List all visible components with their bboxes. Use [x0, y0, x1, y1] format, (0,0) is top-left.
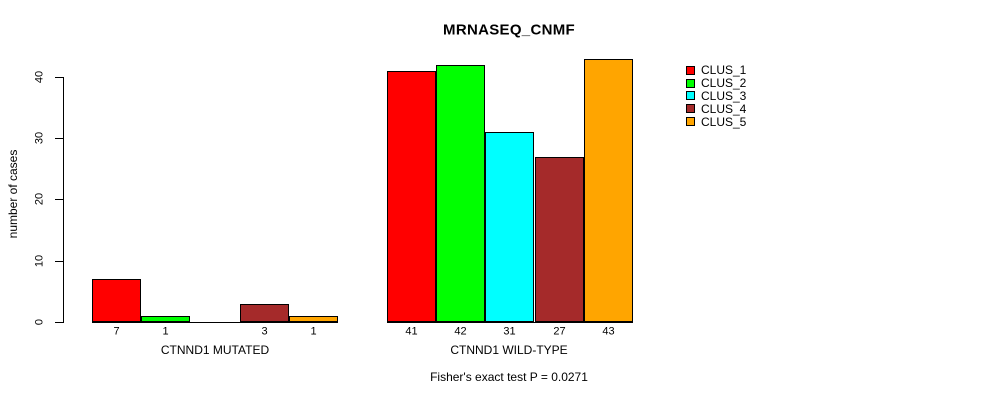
bar-clus-3-wild-type	[485, 132, 534, 322]
y-tick-40	[55, 77, 63, 78]
x-axis-group-label-mutated: CTNND1 MUTATED	[160, 343, 270, 357]
bar-value-label: 3	[261, 325, 268, 338]
legend-label-clus-5: CLUS_5	[701, 114, 747, 129]
legend-swatch-clus-4-icon	[686, 104, 695, 114]
bar-clus-5-wild-type	[584, 59, 633, 322]
bar-clus-2-wild-type	[436, 65, 485, 322]
x-axis-baseline	[387, 322, 633, 323]
legend-swatch-clus-2-icon	[686, 78, 695, 88]
bar-value-label: 27	[553, 325, 566, 338]
bar-clus-4-mutated	[240, 304, 289, 322]
legend-entry-clus-4: CLUS_4	[686, 102, 746, 115]
y-tick-10	[55, 261, 63, 262]
bar-value-label: 1	[310, 325, 317, 338]
y-tick-0	[55, 322, 63, 323]
x-axis-group-label-wild-type: CTNND1 WILD-TYPE	[450, 343, 568, 357]
bar-value-label: 1	[162, 325, 169, 338]
chart-title: MRNASEQ_CNMF	[443, 21, 575, 39]
legend: CLUS_1 CLUS_2 CLUS_3 CLUS_4 CLUS_5	[686, 64, 746, 128]
legend-entry-clus-1: CLUS_1	[686, 64, 746, 77]
x-axis-label-stat-text: Fisher's exact test P = 0.0271	[430, 370, 588, 384]
legend-swatch-clus-5-icon	[686, 117, 695, 127]
legend-label-clus-2: CLUS_2	[701, 76, 747, 91]
bar-clus-1-mutated	[92, 279, 141, 322]
y-tick-30	[55, 138, 63, 139]
y-tick-20	[55, 199, 63, 200]
legend-label-clus-1: CLUS_1	[701, 63, 747, 78]
y-axis-line	[63, 77, 64, 323]
bar-value-label: 43	[602, 325, 615, 338]
bar-clus-1-wild-type	[387, 71, 436, 322]
bar-value-label: 41	[405, 325, 418, 338]
legend-entry-clus-3: CLUS_3	[686, 90, 746, 103]
bar-clus-4-wild-type	[535, 157, 584, 322]
legend-swatch-clus-3-icon	[686, 91, 695, 101]
bar-value-label: 31	[503, 325, 516, 338]
legend-entry-clus-5: CLUS_5	[686, 115, 746, 128]
bar-clus-2-mutated	[141, 316, 190, 322]
x-axis-baseline	[92, 322, 338, 323]
bar-value-label: 42	[454, 325, 467, 338]
bar-clus-5-mutated	[289, 316, 338, 322]
legend-label-clus-4: CLUS_4	[701, 101, 747, 116]
legend-label-clus-3: CLUS_3	[701, 88, 747, 103]
legend-swatch-clus-1-icon	[686, 65, 695, 75]
bar-value-label: 7	[113, 325, 120, 338]
legend-entry-clus-2: CLUS_2	[686, 77, 746, 90]
